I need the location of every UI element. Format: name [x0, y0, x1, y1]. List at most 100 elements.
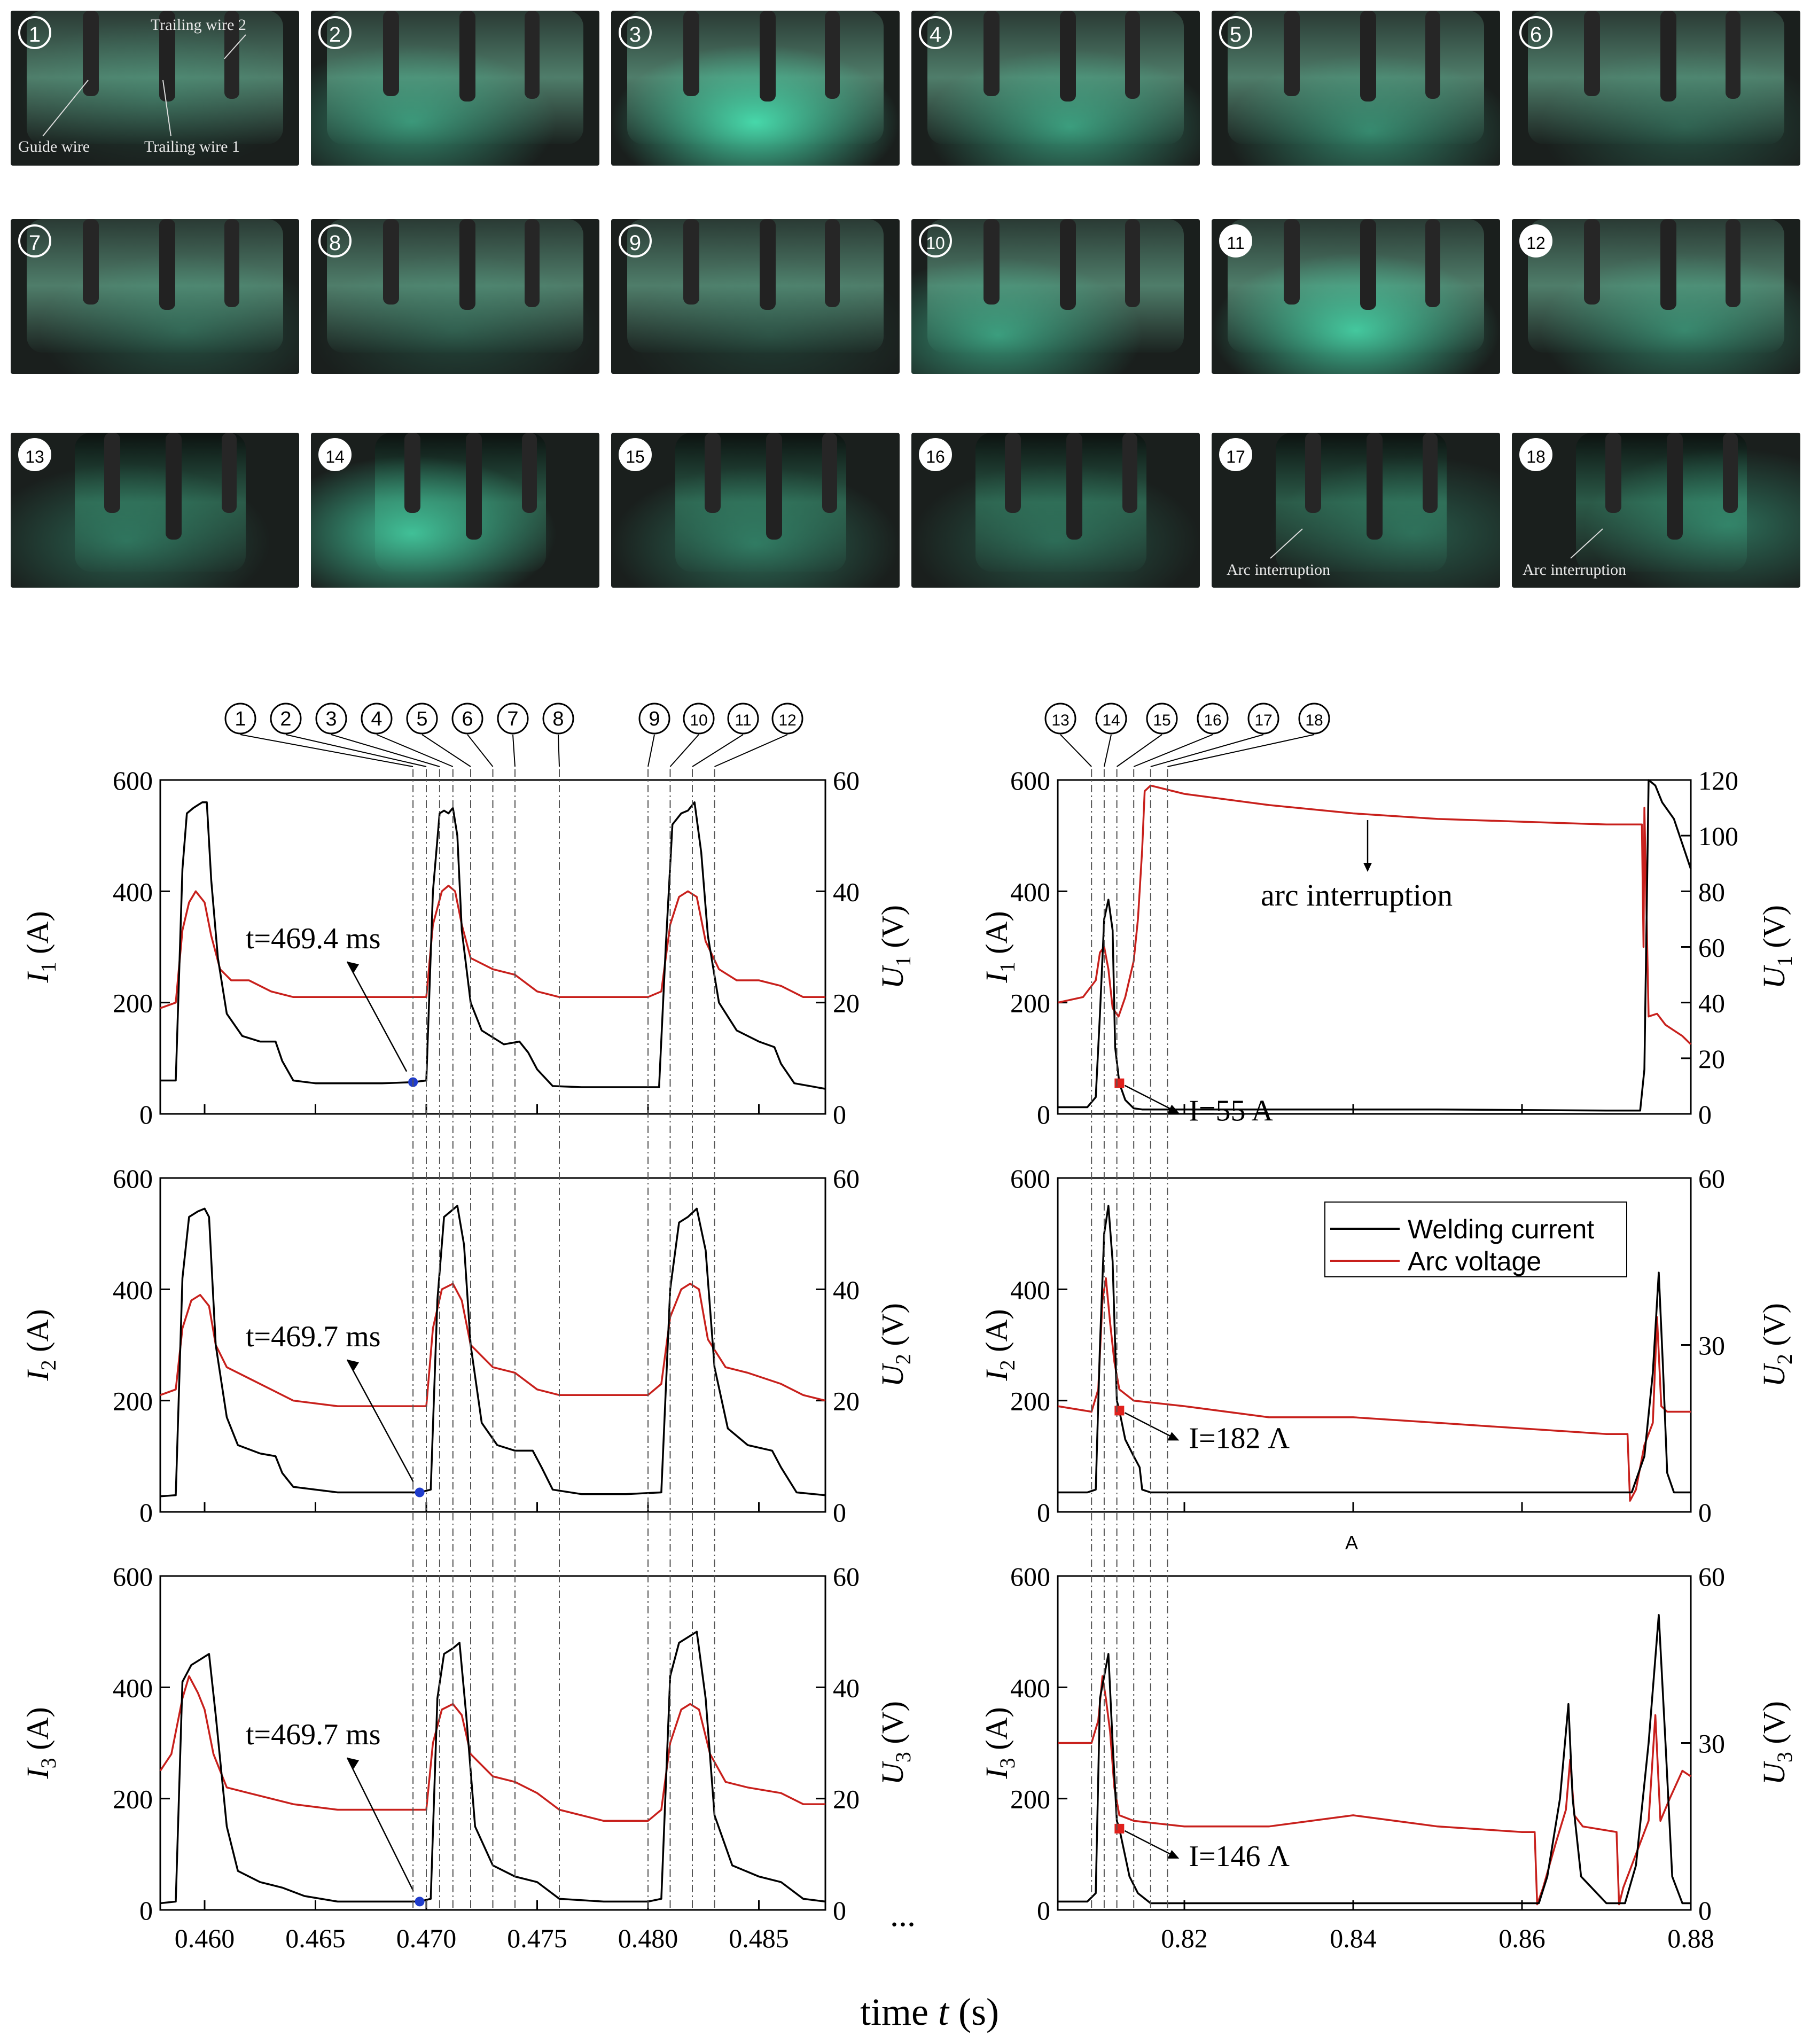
photo-frame-3: 3 — [611, 11, 900, 166]
x-tick-label: 0.485 — [729, 1923, 789, 1953]
circled-frame-number: 3 — [325, 708, 337, 730]
y-tick-label-left: 400 — [1010, 877, 1050, 907]
frame-number-leader — [1167, 734, 1315, 767]
y-axis-label-right: U1 (V) — [1757, 905, 1797, 989]
frame-number: 17 — [1219, 438, 1252, 471]
frame-number: 15 — [619, 438, 652, 471]
photo-frame-18: 18 Arc interruption — [1512, 433, 1800, 588]
x-tick-label: 0.84 — [1330, 1923, 1377, 1953]
label-arc-interruption: Arc interruption — [1227, 561, 1331, 579]
y-tick-label-left: 600 — [1010, 1164, 1050, 1193]
right-annotation: I=182 Λ — [1189, 1422, 1290, 1455]
y-tick-label-right: 0 — [1698, 1895, 1712, 1925]
y-tick-label-left: 600 — [1010, 766, 1050, 795]
y-axis-label-right: U3 (V) — [1757, 1701, 1797, 1785]
circled-frame-number: 9 — [649, 708, 660, 730]
y-tick-label-left: 600 — [113, 1164, 153, 1193]
y-tick-label-right: 40 — [833, 1673, 860, 1703]
frame-number: 13 — [18, 438, 51, 471]
arrow-head — [347, 1758, 359, 1769]
photo-frame-1: 1 Trailing wire 2 Guide wire Trailing wire … — [11, 11, 299, 166]
circled-frame-number: 1 — [235, 708, 246, 730]
x-tick-label: 0.475 — [507, 1923, 567, 1953]
frame-number-leader — [692, 734, 744, 767]
annotation-arrow — [346, 961, 408, 1072]
frame-number-leader — [669, 734, 699, 767]
circled-frame-number: 16 — [1204, 712, 1221, 729]
y-tick-label-left: 200 — [113, 1386, 153, 1416]
frame-number: 9 — [619, 224, 652, 258]
circled-frame-number: 2 — [280, 708, 291, 730]
arc-interruption-annotation: arc interruption — [1261, 878, 1453, 912]
photo-frame-2: 2 — [311, 11, 599, 166]
y-tick-label-right: 20 — [833, 988, 860, 1018]
right-voltage-series — [1057, 784, 1692, 1046]
frame-number-leader — [1060, 734, 1092, 767]
arrow-head — [1363, 863, 1372, 872]
right-marker-point — [1114, 1078, 1125, 1088]
label-arc-interruption: Arc interruption — [1523, 561, 1627, 579]
photo-frame-14: 14 — [311, 433, 599, 588]
annotation-arrow — [1124, 1085, 1173, 1111]
frame-number-leader — [558, 734, 560, 767]
y-axis-label-right: U3 (V) — [875, 1701, 915, 1785]
y-tick-label-left: 400 — [1010, 1673, 1050, 1703]
right-current-series — [1058, 779, 1692, 1112]
circled-frame-number-ring — [1298, 703, 1330, 735]
circled-frame-number-ring — [771, 703, 803, 735]
left-annotation: t=469.7 ms — [246, 1320, 381, 1353]
frame-number: 6 — [1519, 16, 1552, 49]
frame-number-leader — [1150, 734, 1264, 767]
annotation-arrow — [346, 1757, 414, 1891]
y-tick-label-right: 0 — [1698, 1099, 1712, 1129]
circled-frame-number-ring — [270, 703, 302, 735]
y-tick-label-right: 80 — [1698, 877, 1725, 907]
label-trailing-wire-1: Trailing wire 1 — [144, 138, 240, 155]
photo-frame-15: 15 — [611, 433, 900, 588]
y-axis-label-right: U2 (V) — [1757, 1303, 1797, 1387]
circled-frame-number: 5 — [416, 708, 427, 730]
y-tick-label-left: 600 — [113, 766, 153, 795]
frame-number-leader — [647, 734, 655, 767]
y-tick-label-left: 400 — [113, 877, 153, 907]
photo-frame-9: 9 — [611, 219, 900, 374]
frame-number: 11 — [1219, 224, 1252, 258]
y-tick-label-left: 200 — [1010, 1784, 1050, 1814]
x-tick-label: 0.470 — [396, 1923, 457, 1953]
left-marker-point — [415, 1487, 425, 1497]
y-tick-label-left: 0 — [1037, 1497, 1050, 1527]
circled-frame-number: 6 — [462, 708, 473, 730]
frame-number-leader — [1103, 734, 1112, 767]
frame-number: 2 — [318, 16, 352, 49]
circled-frame-number-ring — [727, 703, 759, 735]
y-axis-label-left: I1 (A) — [979, 911, 1019, 983]
circled-frame-number: 4 — [371, 708, 382, 730]
y-tick-label-left: 600 — [1010, 1562, 1050, 1591]
frame-number: 12 — [1519, 224, 1552, 258]
frame-number-leader — [331, 734, 440, 767]
y-tick-label-right: 20 — [833, 1784, 860, 1814]
photo-frame-11: 11 — [1212, 219, 1500, 374]
photo-frame-4: 4 — [911, 11, 1200, 166]
legend-label-voltage: Arc voltage — [1408, 1246, 1541, 1276]
photo-sequence: 1 Trailing wire 2 Guide wire Trailing wire … — [0, 0, 1803, 630]
photo-frame-10: 10 — [911, 219, 1200, 374]
circled-frame-number-ring — [1247, 703, 1279, 735]
x-tick-label: 0.88 — [1667, 1923, 1714, 1953]
frame-number: 5 — [1219, 16, 1252, 49]
y-tick-label-right: 40 — [833, 877, 860, 907]
y-axis-label-left: I3 (A) — [20, 1707, 60, 1779]
photo-frame-7: 7 — [11, 219, 299, 374]
y-tick-label-left: 0 — [139, 1497, 153, 1527]
circled-frame-number: 15 — [1153, 712, 1170, 729]
x-tick-label: 0.480 — [618, 1923, 678, 1953]
y-tick-label-right: 60 — [1698, 933, 1725, 963]
right-current-series — [1058, 1205, 1691, 1494]
y-tick-label-right: 0 — [1698, 1497, 1712, 1527]
y-tick-label-left: 200 — [113, 988, 153, 1018]
arrow-head — [1167, 1850, 1180, 1859]
y-axis-label-left: I2 (A) — [20, 1309, 60, 1381]
frame-number: 4 — [919, 16, 952, 49]
frame-number-leader — [714, 734, 788, 767]
